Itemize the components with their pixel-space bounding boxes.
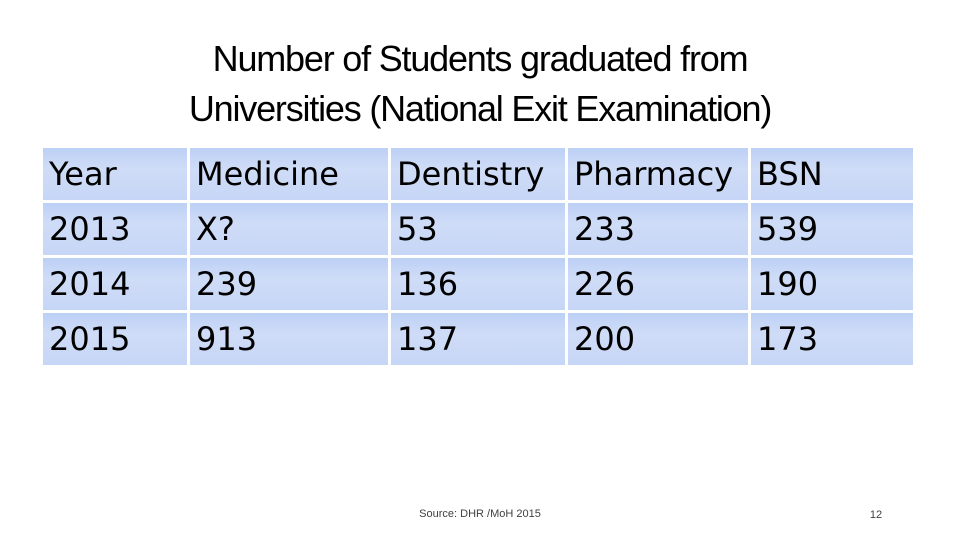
graduates-table: Year Medicine Dentistry Pharmacy BSN 201… bbox=[40, 145, 916, 368]
source-note: Source: DHR /MoH 2015 bbox=[419, 508, 541, 520]
cell-dentistry: 53 bbox=[391, 203, 565, 255]
header-year: Year bbox=[43, 148, 187, 200]
cell-bsn: 539 bbox=[751, 203, 913, 255]
slide-title: Number of Students graduated from Univer… bbox=[0, 34, 960, 134]
table-header-row: Year Medicine Dentistry Pharmacy BSN bbox=[43, 148, 913, 200]
cell-medicine: 239 bbox=[190, 258, 388, 310]
cell-pharmacy: 200 bbox=[568, 313, 748, 365]
cell-pharmacy: 226 bbox=[568, 258, 748, 310]
cell-year: 2015 bbox=[43, 313, 187, 365]
title-line-2: Universities (National Exit Examination) bbox=[188, 88, 772, 129]
cell-dentistry: 136 bbox=[391, 258, 565, 310]
cell-pharmacy: 233 bbox=[568, 203, 748, 255]
cell-year: 2013 bbox=[43, 203, 187, 255]
table-row: 2015 913 137 200 173 bbox=[43, 313, 913, 365]
title-line-1: Number of Students graduated from bbox=[212, 38, 749, 79]
header-pharmacy: Pharmacy bbox=[568, 148, 748, 200]
header-medicine: Medicine bbox=[190, 148, 388, 200]
table-row: 2014 239 136 226 190 bbox=[43, 258, 913, 310]
cell-medicine: 913 bbox=[190, 313, 388, 365]
header-bsn: BSN bbox=[751, 148, 913, 200]
cell-bsn: 173 bbox=[751, 313, 913, 365]
page-number: 12 bbox=[869, 509, 883, 521]
cell-medicine: X? bbox=[190, 203, 388, 255]
cell-dentistry: 137 bbox=[391, 313, 565, 365]
table-row: 2013 X? 53 233 539 bbox=[43, 203, 913, 255]
header-dentistry: Dentistry bbox=[391, 148, 565, 200]
cell-year: 2014 bbox=[43, 258, 187, 310]
cell-bsn: 190 bbox=[751, 258, 913, 310]
